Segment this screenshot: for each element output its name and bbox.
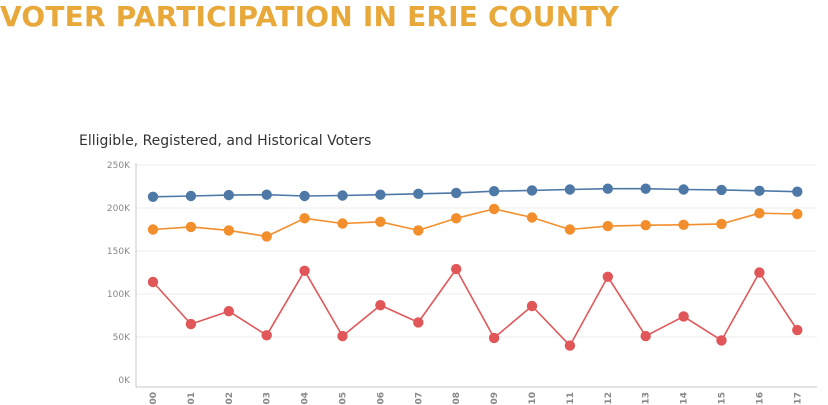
data-point[interactable] — [261, 189, 272, 200]
data-point[interactable] — [526, 185, 538, 196]
x-tick-label: '08 — [452, 392, 462, 405]
series-3 — [147, 263, 803, 351]
series-layer — [147, 183, 803, 351]
data-point[interactable] — [792, 186, 803, 197]
data-point[interactable] — [185, 221, 197, 233]
data-point[interactable] — [299, 265, 310, 276]
data-point[interactable] — [526, 212, 538, 223]
x-tick-label: '15 — [718, 392, 728, 405]
x-tick-label: '14 — [680, 392, 690, 405]
grid-lines — [136, 164, 817, 338]
y-tick-label: 150K — [107, 247, 131, 257]
data-point[interactable] — [602, 220, 613, 232]
x-tick-label: '04 — [301, 392, 311, 405]
data-point[interactable] — [337, 218, 348, 229]
data-point[interactable] — [451, 187, 462, 199]
data-point[interactable] — [375, 189, 386, 200]
data-point[interactable] — [678, 184, 689, 195]
chart-subtitle: Elligible, Registered, and Historical Vo… — [79, 133, 372, 149]
x-tick-labels: '00 '01 '02 '03 '04 '05 '06 '07 '08 '09 '10 '11 '12 '… — [149, 392, 803, 405]
data-point[interactable] — [564, 340, 576, 351]
data-point[interactable] — [488, 203, 500, 215]
data-point[interactable] — [678, 311, 689, 322]
data-point[interactable] — [716, 184, 727, 196]
data-point[interactable] — [640, 183, 651, 194]
data-point[interactable] — [413, 188, 424, 199]
data-point[interactable] — [602, 271, 613, 282]
data-point[interactable] — [564, 184, 576, 195]
x-tick-label: '06 — [376, 392, 386, 405]
data-point[interactable] — [223, 306, 234, 317]
series-1 — [147, 183, 803, 202]
data-point[interactable] — [754, 267, 765, 278]
data-point[interactable] — [337, 190, 348, 201]
y-tick-label: 50K — [113, 333, 131, 343]
x-tick-label: '05 — [339, 392, 349, 405]
data-point[interactable] — [451, 213, 462, 224]
x-tick-label: '07 — [414, 392, 424, 405]
data-point[interactable] — [678, 219, 689, 230]
data-point[interactable] — [413, 225, 424, 236]
data-point[interactable] — [488, 332, 500, 344]
x-tick-label: '11 — [566, 392, 576, 405]
x-tick-label: '10 — [528, 392, 538, 405]
series-line — [152, 208, 798, 238]
x-tick-label: '13 — [642, 392, 652, 405]
series-2 — [147, 203, 803, 242]
data-point[interactable] — [564, 224, 576, 235]
data-point[interactable] — [640, 220, 651, 231]
series-line — [152, 187, 798, 198]
data-point[interactable] — [754, 208, 765, 219]
x-tick-label: '01 — [187, 392, 197, 405]
data-point[interactable] — [488, 186, 500, 197]
data-point[interactable] — [716, 218, 727, 230]
x-tick-label: '02 — [225, 392, 235, 405]
data-point[interactable] — [375, 300, 386, 311]
data-point[interactable] — [223, 189, 234, 201]
y-tick-label: 0K — [118, 376, 131, 386]
y-tick-label: 250K — [107, 161, 131, 171]
axes: 0K 50K 100K 150K 200K 250K — [107, 161, 817, 388]
data-point[interactable] — [792, 208, 803, 220]
data-point[interactable] — [375, 216, 386, 227]
page-title: VOTER PARTICIPATION IN ERIE COUNTY — [0, 0, 620, 33]
data-point[interactable] — [147, 191, 159, 202]
data-point[interactable] — [299, 190, 310, 202]
data-point[interactable] — [261, 231, 272, 242]
data-point[interactable] — [754, 185, 765, 196]
x-tick-label: '09 — [490, 392, 500, 405]
data-point[interactable] — [147, 224, 159, 235]
data-point[interactable] — [602, 183, 613, 194]
x-tick-label: '17 — [793, 392, 803, 405]
data-point[interactable] — [451, 263, 462, 275]
data-point[interactable] — [185, 318, 197, 330]
x-tick-label: '00 — [149, 392, 159, 405]
y-tick-label: 100K — [107, 290, 131, 300]
y-tick-label: 200K — [107, 204, 131, 214]
data-point[interactable] — [223, 225, 234, 236]
data-point[interactable] — [413, 317, 424, 328]
data-point[interactable] — [185, 190, 197, 202]
data-point[interactable] — [716, 335, 727, 346]
data-point[interactable] — [792, 324, 803, 336]
data-point[interactable] — [640, 330, 651, 342]
x-tick-label: '16 — [755, 392, 765, 405]
data-point[interactable] — [526, 300, 538, 312]
x-tick-label: '12 — [604, 392, 614, 405]
data-point[interactable] — [261, 330, 272, 341]
x-tick-label: '03 — [263, 392, 273, 405]
data-point[interactable] — [337, 330, 348, 342]
data-point[interactable] — [299, 213, 310, 224]
series-line — [152, 268, 798, 347]
data-point[interactable] — [147, 276, 159, 288]
